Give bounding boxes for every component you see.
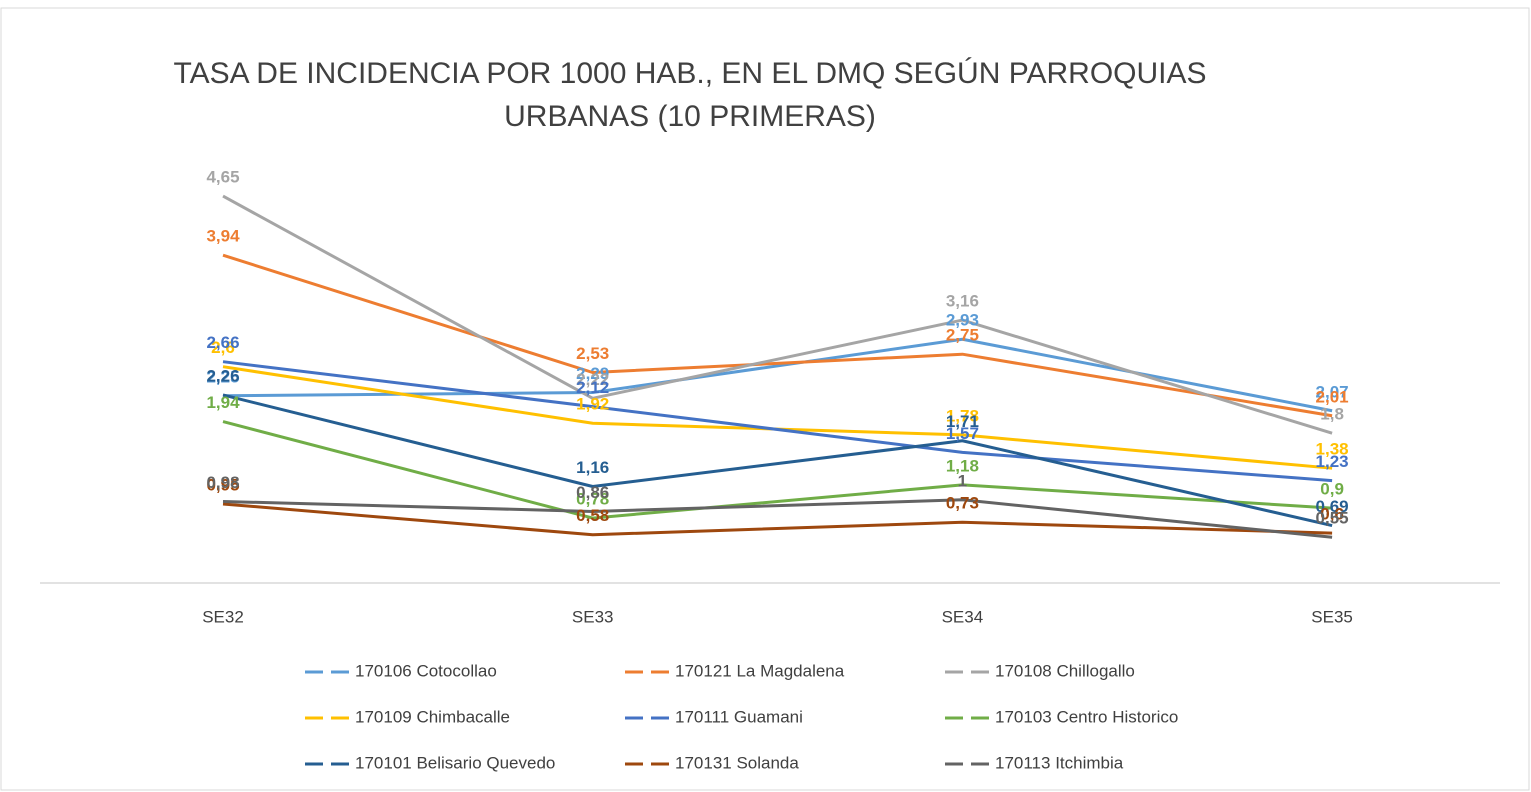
chart-title: TASA DE INCIDENCIA POR 1000 HAB., EN EL …: [173, 57, 1206, 90]
data-label: 1,16: [576, 458, 609, 477]
data-label: 1,23: [1316, 452, 1349, 471]
series-line: [222, 498, 1333, 539]
x-tick-label: SE34: [942, 607, 984, 626]
legend-label: 170106 Cotocollao: [355, 661, 497, 680]
data-label: 0,73: [946, 494, 979, 513]
data-label: 1,18: [946, 456, 979, 475]
series-line: [222, 393, 1333, 528]
data-label: 2,93: [946, 311, 979, 330]
data-label: 1: [958, 471, 967, 490]
data-label: 2,6: [211, 338, 235, 357]
data-label: 0,86: [576, 483, 609, 502]
data-label: 1,78: [946, 406, 979, 425]
data-label: 2,01: [1316, 387, 1349, 406]
data-label: 3,16: [946, 292, 979, 311]
data-label: 2,53: [576, 344, 609, 363]
data-label: 1,57: [946, 424, 979, 443]
series-line: [222, 420, 1333, 520]
data-label: 0,58: [576, 506, 609, 525]
legend-label: 170109 Chimbacalle: [355, 707, 510, 726]
legend-label: 170113 Itchimbia: [995, 753, 1124, 772]
data-label: 0,55: [1316, 509, 1349, 528]
data-label: 2,22: [576, 370, 609, 389]
legend-label: 170121 La Magdalena: [675, 661, 845, 680]
data-label: 1,8: [1320, 405, 1344, 424]
chart-title: URBANAS (10 PRIMERAS): [504, 100, 876, 133]
data-label: 1,92: [576, 395, 609, 414]
series-line: [222, 253, 1333, 418]
series-line: [222, 360, 1333, 483]
data-label: 2,66: [206, 333, 239, 352]
legend-label: 170111 Guamani: [675, 707, 803, 726]
data-label: 2,29: [576, 364, 609, 383]
data-label: 0,78: [576, 490, 609, 509]
data-label: 0,6: [1320, 505, 1344, 524]
series-line: [222, 502, 1333, 537]
data-label: 2,12: [576, 378, 609, 397]
x-tick-label: SE33: [572, 607, 614, 626]
data-label: 0,95: [206, 475, 239, 494]
x-tick-label: SE32: [202, 607, 244, 626]
data-label: 1,71: [946, 412, 979, 431]
data-label: 3,94: [206, 227, 240, 246]
data-label: 0,69: [1316, 497, 1349, 516]
data-label: 1,94: [206, 393, 240, 412]
data-label: 2,75: [946, 326, 979, 345]
legend-label: 170101 Belisario Quevedo: [355, 753, 555, 772]
data-label: 2,26: [206, 366, 239, 385]
data-label: 1,38: [1316, 440, 1349, 459]
data-label: 2,25: [206, 367, 239, 386]
data-label: 0,9: [1320, 480, 1344, 499]
legend-label: 170131 Solanda: [675, 753, 799, 772]
legend-label: 170108 Chillogallo: [995, 661, 1135, 680]
series-line: [222, 194, 1333, 435]
x-tick-label: SE35: [1311, 607, 1353, 626]
data-label: 0,98: [206, 473, 239, 492]
data-label: 4,65: [206, 168, 239, 187]
legend-label: 170103 Centro Historico: [995, 707, 1178, 726]
data-label: 2,07: [1316, 382, 1349, 401]
